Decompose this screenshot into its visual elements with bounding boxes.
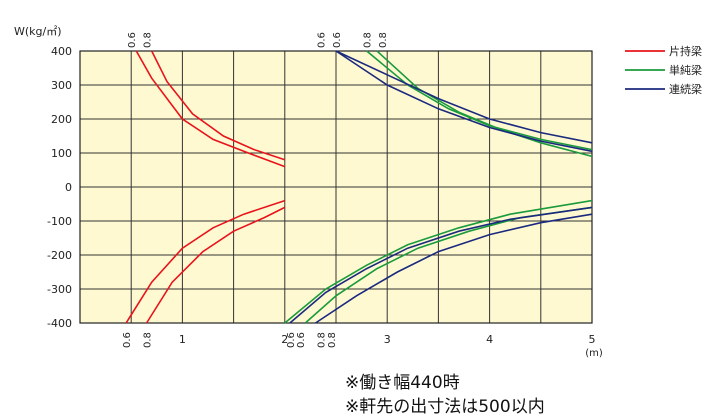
series-line-1-2 [150, 50, 286, 161]
bottom-annotation-label: 0.6 [296, 332, 307, 348]
series-line-2-2 [376, 50, 593, 158]
series-line-1-1 [135, 50, 286, 168]
top-annotation-label: 0.8 [378, 32, 389, 48]
top-annotation-label: 0.6 [127, 32, 138, 48]
series-line-3-2 [335, 50, 593, 153]
bottom-annotation-label: 0.6 [286, 332, 297, 348]
y-axis-label: W(kg/㎡) [14, 25, 62, 38]
chart: W(kg/㎡) 400 300 200 100 0 -100 -200 -300 -400 1 2… [14, 25, 702, 359]
x-unit-label: (m) [585, 348, 603, 359]
top-annotation-label: 0.8 [363, 32, 374, 48]
x-tick-label: 1 [179, 333, 186, 346]
series-line-3-4 [315, 213, 593, 324]
top-annotation-label: 0.8 [143, 32, 154, 48]
x-tick-label: 5 [589, 333, 596, 346]
top-annotation-label: 0.6 [317, 32, 328, 48]
x-tick-label: 2 [281, 333, 288, 346]
legend-label: 単純梁 [669, 63, 702, 77]
y-tick-label: -400 [47, 317, 72, 330]
bottom-annotation-label: 0.6 [122, 332, 133, 348]
y-tick-label: 200 [51, 113, 72, 126]
x-tick-label: 4 [486, 333, 493, 346]
bottom-annotation-label: 0.8 [317, 332, 328, 348]
top-annotation-label: 0.6 [332, 32, 343, 48]
series-line-1-4 [145, 206, 286, 324]
y-tick-label: -300 [47, 283, 72, 296]
note-width: ※働き幅440時 [345, 373, 460, 393]
series-line-1-3 [125, 199, 286, 324]
series-line-3-1 [335, 50, 593, 144]
y-tick-label: 100 [51, 147, 72, 160]
series-line-2-3 [284, 199, 593, 324]
y-tick-label: 400 [51, 45, 72, 58]
y-tick-label: 300 [51, 79, 72, 92]
bottom-annotation-label: 0.8 [327, 332, 338, 348]
bottom-annotation-label: 0.8 [143, 332, 154, 348]
x-tick-label: 3 [384, 333, 391, 346]
legend-label: 連続梁 [669, 82, 702, 96]
legend-label: 片持梁 [669, 44, 702, 58]
y-tick-label: 0 [65, 181, 72, 194]
series-line-3-3 [289, 206, 593, 324]
y-tick-label: -100 [47, 215, 72, 228]
y-tick-label: -200 [47, 249, 72, 262]
